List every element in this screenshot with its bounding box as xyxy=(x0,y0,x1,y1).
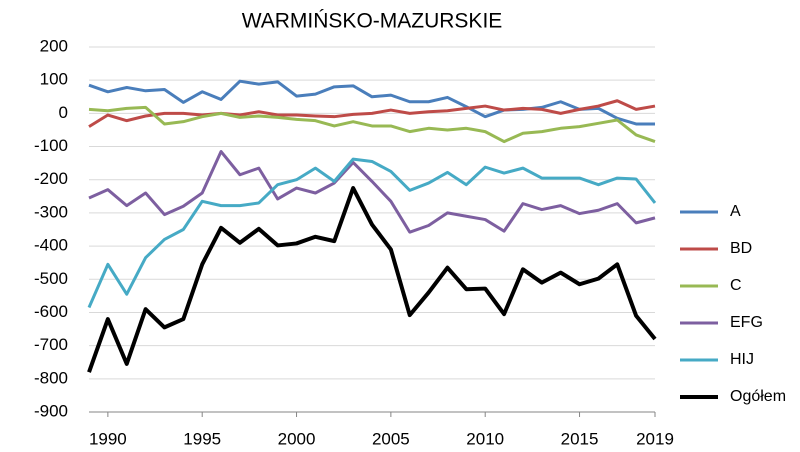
series-line xyxy=(87,157,657,309)
y-tick-label: -100 xyxy=(34,136,68,155)
legend-label: A xyxy=(730,203,741,220)
x-tick-label: 1990 xyxy=(89,429,127,448)
y-tick-label: -200 xyxy=(34,169,68,188)
y-tick-label: -300 xyxy=(34,202,68,221)
series-line xyxy=(88,79,655,126)
series-line xyxy=(88,150,656,234)
y-tick-label: -900 xyxy=(34,401,68,420)
y-tick-label: -400 xyxy=(34,236,68,255)
x-tick-label: 1995 xyxy=(183,429,221,448)
x-tick-label: 2005 xyxy=(372,429,410,448)
series-line xyxy=(88,105,656,144)
legend-label: BD xyxy=(730,240,752,257)
y-tick-label: 0 xyxy=(59,103,68,122)
y-tick-label: -800 xyxy=(34,368,68,387)
y-tick-label: 200 xyxy=(40,36,68,55)
legend-label: EFG xyxy=(730,314,763,331)
legend-label: C xyxy=(730,277,742,294)
y-tick-label: -700 xyxy=(34,335,68,354)
legend-label: Ogółem xyxy=(730,388,786,405)
x-tick-label: 2000 xyxy=(278,429,316,448)
y-tick-label: -500 xyxy=(34,269,68,288)
y-tick-label: -600 xyxy=(34,302,68,321)
x-tick-label: 2010 xyxy=(466,429,504,448)
chart-title: WARMIŃSKO-MAZURSKIE xyxy=(242,10,503,33)
series-line xyxy=(87,186,657,373)
y-tick-label: 100 xyxy=(40,70,68,89)
series-line xyxy=(88,99,656,128)
x-tick-label: 2019 xyxy=(636,429,674,448)
x-tick-label: 2015 xyxy=(561,429,599,448)
legend-label: HIJ xyxy=(730,351,754,368)
